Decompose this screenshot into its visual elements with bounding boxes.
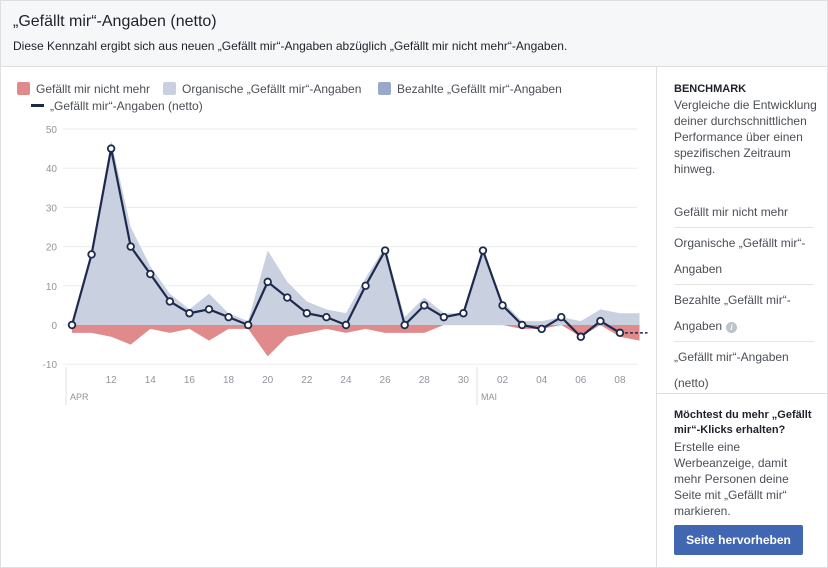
x-tick-label: 20 [262,375,274,386]
x-tick-label: 24 [340,375,352,386]
net-data-point [87,250,96,259]
benchmark-item-unlikes[interactable]: Gefällt mir nicht mehr [674,197,814,228]
net-data-point [439,312,449,322]
net-data-point [478,246,488,255]
legend-item-unlikes[interactable]: Gefällt mir nicht mehr [17,82,150,96]
legend-label-paid: Bezahlte „Gefällt mir“-Angaben [397,82,562,96]
net-data-point [517,320,527,330]
x-tick-label: 06 [575,375,587,386]
x-tick-label: 08 [614,375,626,386]
net-data-point [341,320,351,330]
unlikes-area [72,325,640,357]
legend-swatch-organic [163,82,176,95]
x-tick-label: 26 [380,375,392,386]
net-data-point [165,297,175,306]
benchmark-item-organic[interactable]: Organische „Gefällt mir“-Angaben [674,228,814,285]
legend-item-organic[interactable]: Organische „Gefällt mir“-Angaben [163,82,361,96]
x-tick-label: 30 [458,375,470,386]
y-tick-label: -10 [43,360,58,371]
net-data-point [302,309,312,318]
benchmark-title: BENCHMARK [674,83,747,95]
promo-title: Möchtest du mehr „Gefällt mir“-Klicks er… [674,409,812,436]
x-tick-label: 14 [145,375,157,386]
month-label: MAI [481,392,497,402]
x-tick-label: 28 [419,375,431,386]
y-tick-label: 20 [46,243,58,254]
organic-area [72,140,640,325]
promo-box: Möchtest du mehr „Gefällt mir“-Klicks er… [657,393,828,568]
net-data-point [576,332,586,341]
benchmark-item-net[interactable]: „Gefällt mir“-Angaben (netto) [674,350,789,390]
net-data-point [459,309,468,318]
net-data-point [615,328,625,338]
net-data-point [557,312,566,322]
y-tick-label: 10 [46,282,58,293]
y-tick-label: 30 [46,203,58,214]
x-tick-label: 22 [301,375,313,386]
net-data-point [420,301,429,310]
x-tick-label: 04 [536,375,548,386]
promote-page-button[interactable]: Seite hervorheben [674,525,803,555]
net-data-point [224,312,233,322]
legend-swatch-paid [378,82,391,95]
net-data-point [263,277,272,287]
promo-description: Erstelle eine Werbeanzeige, damit mehr P… [674,440,789,518]
y-tick-label: 40 [46,164,58,175]
net-likes-chart: -10 0 10 20 30 40 50 12 14 16 18 20 22 24 26 28 30 02 04 06… [43,125,648,405]
legend-label-organic: Organische „Gefällt mir“-Angaben [182,82,362,96]
benchmark-sidebar: BENCHMARK Vergleiche die Entwicklung dei… [656,67,828,567]
info-icon[interactable]: i [726,322,738,333]
net-data-point [106,144,116,153]
y-tick-label: 0 [51,321,57,332]
net-data-point [380,246,390,255]
net-data-point [185,309,194,318]
benchmark-description: Vergleiche die Entwicklung deiner durchs… [674,98,817,176]
y-tick-label: 50 [46,125,58,136]
net-data-point [204,305,214,314]
legend-item-net[interactable]: „Gefällt mir“-Angaben (netto) [31,99,203,113]
net-data-point [498,301,507,310]
legend-label-net: „Gefällt mir“-Angaben (netto) [50,99,203,113]
x-tick-label: 18 [223,375,235,386]
net-data-point [283,293,292,302]
net-data-point [67,320,77,330]
legend-item-paid[interactable]: Bezahlte „Gefällt mir“-Angaben [378,82,562,96]
page-title: „Gefällt mir“-Angaben (netto) [13,13,217,30]
x-tick-label: 16 [184,375,196,386]
net-data-point [126,242,135,251]
card-header: „Gefällt mir“-Angaben (netto) Diese Kenn… [1,1,827,67]
benchmark-list: Gefällt mir nicht mehr Organische „Gefäl… [674,197,814,398]
net-data-point [537,324,546,334]
benchmark-item-paid[interactable]: Bezahlte „Gefällt mir“-Angaben i [674,285,814,342]
page-subtitle: Diese Kennzahl ergibt sich aus neuen „Ge… [13,39,568,53]
net-data-point [243,320,253,330]
net-data-point [146,269,155,279]
net-data-point [361,281,370,290]
benchmark-item-paid-label: Bezahlte „Gefällt mir“-Angaben [674,293,791,333]
month-label: APR [70,392,89,402]
net-data-point [596,316,605,326]
legend-swatch-net [31,104,44,107]
x-tick-label: 02 [497,375,509,386]
x-tick-label: 12 [106,375,118,386]
legend-swatch-unlikes [17,82,30,95]
legend-label-unlikes: Gefällt mir nicht mehr [36,82,151,96]
net-data-point [400,320,409,330]
net-data-point [322,312,331,322]
chart-area: -10 0 10 20 30 40 50 12 14 16 18 20 22 24 26 28 30 02 04 06… [1,67,656,567]
